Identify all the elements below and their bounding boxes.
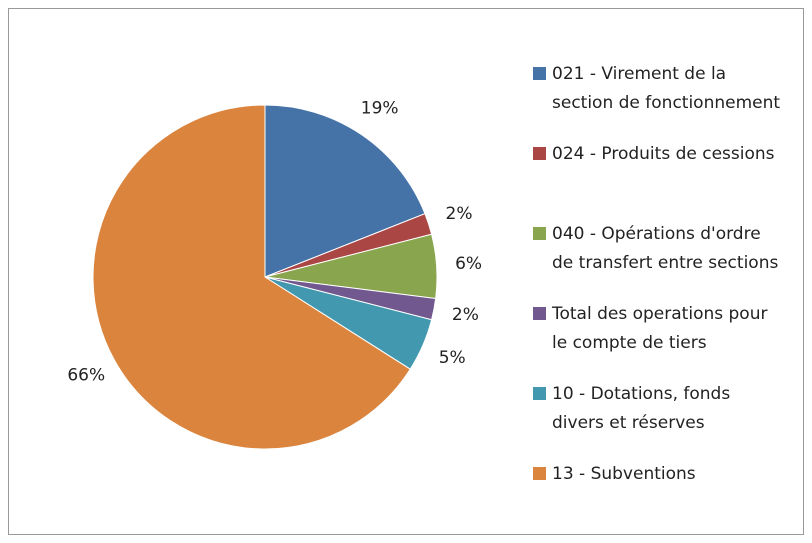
legend-item: 040 - Opérations d'ordre de transfert en…	[530, 220, 790, 300]
legend-swatch	[533, 467, 546, 480]
data-label: 5%	[439, 348, 466, 368]
legend-swatch	[533, 147, 546, 160]
legend-swatch	[533, 387, 546, 400]
legend-item: 021 - Virement de la section de fonction…	[530, 60, 790, 140]
data-label: 2%	[446, 204, 473, 224]
data-label: 6%	[455, 254, 482, 274]
legend-swatch	[533, 307, 546, 320]
legend: 021 - Virement de la section de fonction…	[530, 60, 790, 507]
legend-label: 021 - Virement de la section de fonction…	[552, 64, 781, 113]
legend-label: 10 - Dotations, fonds divers et réserves	[552, 384, 731, 433]
legend-swatch	[533, 67, 546, 80]
legend-label: 040 - Opérations d'ordre de transfert en…	[552, 224, 779, 273]
legend-item: 024 - Produits de cessions	[530, 140, 790, 220]
legend-swatch	[533, 227, 546, 240]
legend-label: Total des operations pour le compte de t…	[552, 304, 768, 353]
data-label: 19%	[361, 98, 399, 118]
pie-slice	[92, 104, 411, 450]
legend-item: 10 - Dotations, fonds divers et réserves	[530, 380, 790, 460]
legend-label: 024 - Produits de cessions	[552, 144, 775, 164]
data-label: 2%	[452, 305, 479, 325]
legend-item: Total des operations pour le compte de t…	[530, 300, 790, 380]
legend-item: 13 - Subventions	[530, 460, 790, 507]
pie-slice	[264, 104, 426, 278]
data-label: 66%	[67, 365, 105, 385]
legend-label: 13 - Subventions	[552, 464, 696, 484]
